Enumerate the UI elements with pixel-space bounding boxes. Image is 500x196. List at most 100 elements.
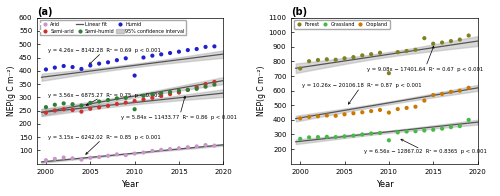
- Point: [175, 89, 183, 92]
- Point: [166, 51, 174, 54]
- Point: [51, 103, 59, 106]
- Point: [420, 99, 428, 102]
- Point: [122, 57, 130, 60]
- Point: [376, 51, 384, 54]
- Point: [305, 115, 313, 119]
- Point: [60, 102, 68, 105]
- X-axis label: Year: Year: [376, 180, 394, 189]
- Point: [332, 114, 340, 117]
- Text: y = 4.26x − 8142.28  R² = 0.69  p < 0.001: y = 4.26x − 8142.28 R² = 0.69 p < 0.001: [48, 48, 160, 64]
- Point: [402, 106, 410, 110]
- Point: [113, 102, 121, 105]
- Y-axis label: NEP(g C m⁻²): NEP(g C m⁻²): [7, 65, 16, 116]
- Point: [394, 131, 402, 134]
- Point: [456, 89, 464, 92]
- Point: [296, 117, 304, 120]
- Point: [60, 156, 68, 159]
- Point: [210, 80, 218, 83]
- Point: [202, 85, 209, 88]
- Point: [113, 59, 121, 62]
- Text: y = 3.15x − 6242.02  R² = 0.85  p < 0.001: y = 3.15x − 6242.02 R² = 0.85 p < 0.001: [48, 135, 160, 154]
- Point: [402, 49, 410, 53]
- Point: [166, 90, 174, 93]
- Text: (a): (a): [37, 7, 52, 17]
- Point: [122, 154, 130, 157]
- Point: [456, 38, 464, 41]
- Point: [113, 153, 121, 156]
- Text: y = 3.56x − 6875.27  R² = 0.75  p < 0.001: y = 3.56x − 6875.27 R² = 0.75 p < 0.001: [48, 93, 160, 105]
- Point: [60, 64, 68, 68]
- Point: [210, 45, 218, 48]
- Point: [202, 83, 209, 86]
- Point: [447, 126, 455, 129]
- Point: [42, 111, 50, 114]
- Point: [78, 104, 86, 107]
- Point: [86, 156, 94, 159]
- Point: [202, 45, 209, 48]
- Point: [68, 103, 76, 106]
- Point: [464, 86, 472, 89]
- Point: [148, 149, 156, 152]
- Point: [358, 111, 366, 114]
- Point: [60, 108, 68, 111]
- Point: [157, 148, 165, 152]
- Point: [438, 41, 446, 44]
- Point: [438, 92, 446, 95]
- Point: [447, 40, 455, 43]
- Point: [148, 93, 156, 96]
- Point: [464, 118, 472, 122]
- Point: [376, 132, 384, 135]
- Point: [130, 108, 138, 111]
- Point: [157, 92, 165, 95]
- Point: [68, 157, 76, 160]
- Point: [157, 53, 165, 56]
- Point: [104, 154, 112, 157]
- Point: [332, 135, 340, 139]
- Point: [394, 51, 402, 54]
- Point: [429, 42, 437, 45]
- Point: [130, 152, 138, 155]
- Point: [184, 49, 192, 52]
- Y-axis label: NEP(g C m⁻²): NEP(g C m⁻²): [256, 65, 266, 116]
- Point: [42, 106, 50, 109]
- Point: [166, 147, 174, 151]
- Point: [350, 112, 358, 115]
- Point: [367, 110, 375, 113]
- Point: [140, 98, 147, 101]
- Point: [113, 97, 121, 100]
- Point: [340, 57, 348, 60]
- Point: [350, 134, 358, 137]
- Point: [305, 60, 313, 63]
- Point: [210, 144, 218, 147]
- Point: [456, 125, 464, 128]
- Point: [323, 114, 331, 117]
- Point: [438, 127, 446, 130]
- Point: [42, 159, 50, 162]
- Point: [51, 157, 59, 161]
- Point: [166, 93, 174, 96]
- Point: [95, 62, 103, 65]
- X-axis label: Year: Year: [122, 180, 139, 189]
- Point: [104, 98, 112, 102]
- Point: [192, 47, 200, 51]
- Point: [385, 111, 393, 114]
- Point: [95, 106, 103, 109]
- Point: [192, 86, 200, 89]
- Point: [122, 96, 130, 99]
- Point: [140, 56, 147, 59]
- Point: [314, 115, 322, 118]
- Point: [95, 155, 103, 159]
- Text: (b): (b): [292, 7, 308, 17]
- Text: y = 10.26x − 20106.18  R² = 0.87  p < 0.001: y = 10.26x − 20106.18 R² = 0.87 p < 0.00…: [302, 83, 422, 104]
- Point: [78, 158, 86, 161]
- Point: [367, 53, 375, 56]
- Point: [122, 101, 130, 104]
- Point: [86, 107, 94, 110]
- Point: [429, 93, 437, 97]
- Point: [210, 83, 218, 86]
- Point: [130, 74, 138, 77]
- Point: [464, 34, 472, 37]
- Point: [385, 72, 393, 75]
- Point: [78, 67, 86, 71]
- Text: y = 6.56x − 12867.02  R² = 0.8365  p < 0.001: y = 6.56x − 12867.02 R² = 0.8365 p < 0.0…: [364, 139, 487, 154]
